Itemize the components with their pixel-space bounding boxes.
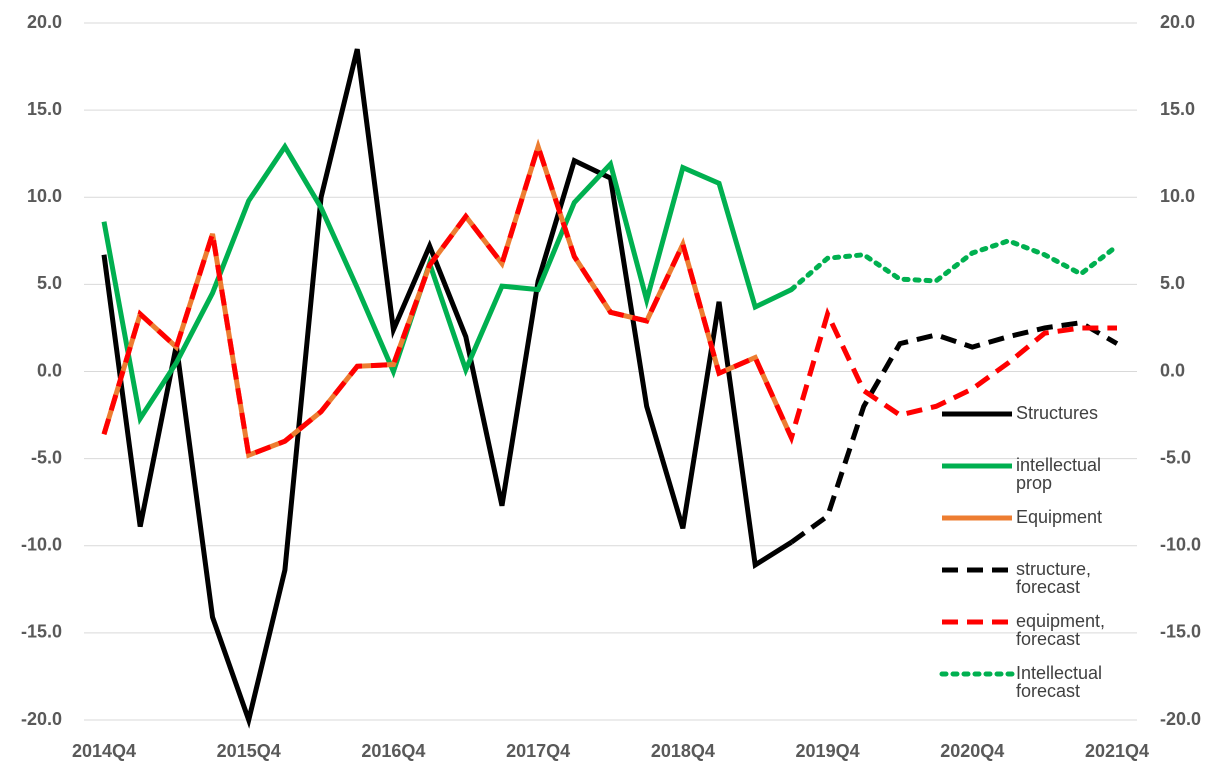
legend-swatch [939, 671, 1015, 677]
y-tick-label: 20.0 [27, 12, 62, 32]
series-line [789, 320, 1119, 545]
legend-label: intellectual prop [1016, 455, 1102, 493]
legend-item: intellectual prop [938, 456, 1138, 508]
legend-label: Equipment [1016, 507, 1103, 527]
legend-swatch [942, 411, 1012, 417]
series-line [101, 138, 1117, 459]
x-tick-label: 2017Q4 [506, 741, 570, 761]
x-tick-label: 2020Q4 [940, 741, 1004, 761]
y-tick-label: -15.0 [21, 622, 62, 642]
legend-swatch [942, 515, 1012, 521]
y-tick-label: 0.0 [37, 360, 62, 380]
y2-tick-label: -20.0 [1160, 709, 1201, 729]
legend-item: structure, forecast [938, 560, 1138, 612]
y-tick-label: 10.0 [27, 186, 62, 206]
y-tick-label: -5.0 [31, 447, 62, 467]
legend-swatch [942, 463, 1012, 469]
series-line [101, 48, 793, 729]
x-tick-label: 2021Q4 [1085, 741, 1149, 761]
legend-swatch [942, 567, 1012, 573]
legend-label: structure, forecast [1016, 559, 1092, 597]
y2-tick-label: 15.0 [1160, 99, 1195, 119]
legend-item: equipment, forecast [938, 612, 1138, 664]
legend-item: Equipment [938, 508, 1138, 560]
y2-tick-label: 0.0 [1160, 360, 1185, 380]
y-tick-label: -20.0 [21, 709, 62, 729]
legend-item: Structures [938, 404, 1138, 456]
series-line [101, 142, 793, 426]
legend-label: equipment, forecast [1016, 611, 1106, 649]
y2-tick-label: 10.0 [1160, 186, 1195, 206]
y2-tick-label: 5.0 [1160, 273, 1185, 293]
series-line [788, 238, 1120, 293]
legend: Structures intellectual prop Equipment stru… [938, 404, 1138, 716]
legend-swatch [942, 619, 1012, 625]
legend-item: Intellectual forecast [938, 664, 1138, 716]
y2-tick-label: -5.0 [1160, 447, 1191, 467]
y2-tick-label: -10.0 [1160, 535, 1201, 555]
x-tick-label: 2014Q4 [72, 741, 136, 761]
x-tick-label: 2018Q4 [651, 741, 715, 761]
y2-tick-label: 20.0 [1160, 12, 1195, 32]
legend-label: Intellectual forecast [1016, 663, 1103, 701]
legend-label: Structures [1016, 403, 1099, 423]
y-tick-label: 15.0 [27, 99, 62, 119]
y2-tick-label: -15.0 [1160, 622, 1201, 642]
x-tick-label: 2016Q4 [361, 741, 425, 761]
y-tick-label: 5.0 [37, 273, 62, 293]
y-tick-label: -10.0 [21, 535, 62, 555]
x-tick-label: 2015Q4 [217, 741, 281, 761]
x-tick-label: 2019Q4 [796, 741, 860, 761]
